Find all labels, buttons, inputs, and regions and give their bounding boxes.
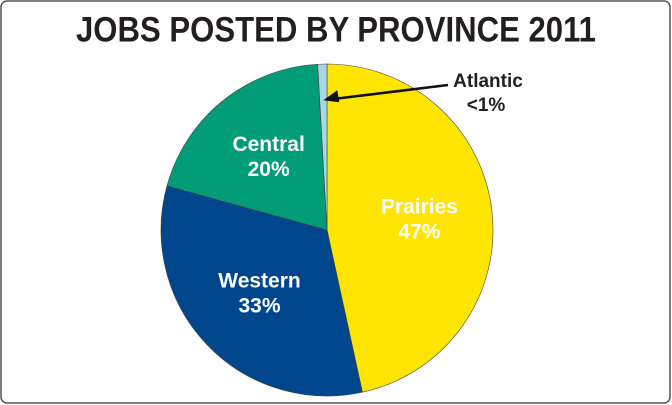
callout-arrow	[331, 83, 449, 101]
chart-title: JOBS POSTED BY PROVINCE 2011	[76, 10, 596, 49]
slice-label: Western	[218, 269, 300, 292]
slice-value: 33%	[238, 294, 280, 317]
slice-value: 47%	[398, 221, 440, 244]
pie-slice	[160, 185, 363, 397]
slice-value: 20%	[248, 158, 290, 181]
callout-label: Atlantic	[453, 71, 523, 92]
callout-value: <1%	[467, 95, 506, 116]
arrow-head	[323, 90, 340, 103]
pie-slice	[317, 63, 328, 231]
pie-slice	[166, 63, 328, 231]
pie-slice	[326, 63, 494, 393]
slice-label: Central	[232, 133, 304, 156]
slice-label: Prairies	[381, 196, 458, 219]
